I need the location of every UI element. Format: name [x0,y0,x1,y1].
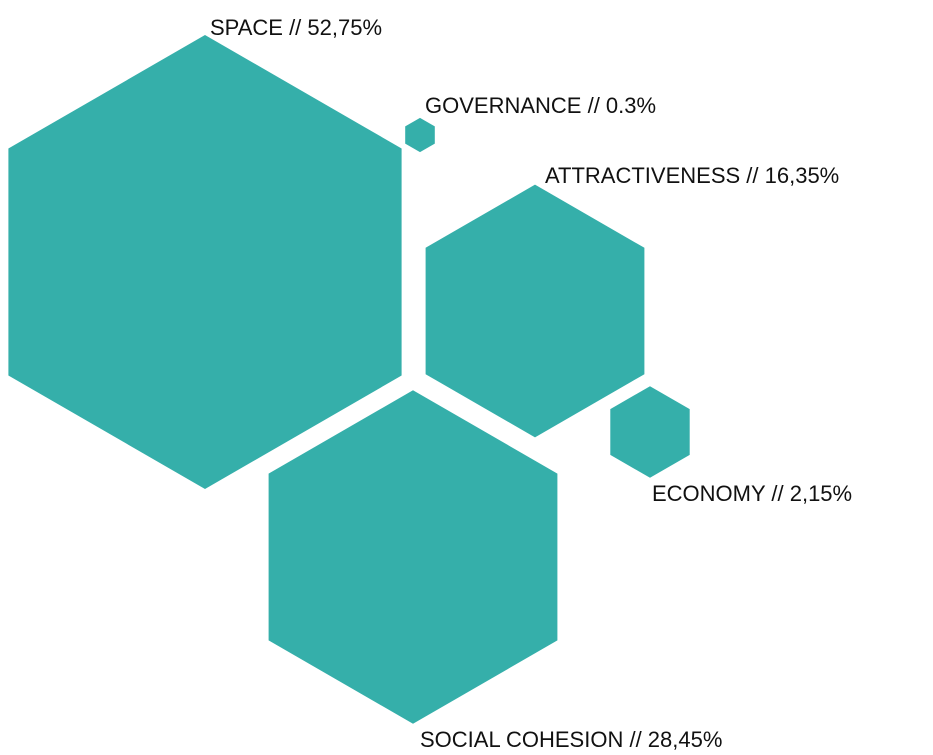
label-social-cohesion: SOCIAL COHESION // 28,45% [420,727,722,752]
label-attractiveness: ATTRACTIVENESS // 16,35% [545,163,839,188]
hexagon-economy [610,386,690,478]
label-space: SPACE // 52,75% [210,15,382,40]
label-governance: GOVERNANCE // 0.3% [425,93,656,118]
hexagon-social-cohesion [268,390,558,724]
hexagon-governance [405,117,435,153]
label-economy: ECONOMY // 2,15% [652,481,852,506]
label-layer: SPACE // 52,75% GOVERNANCE // 0.3% ATTRA… [210,15,852,752]
hexagon-space [8,35,402,489]
hexagon-layer [8,35,690,724]
hexagon-attractiveness [425,184,645,438]
